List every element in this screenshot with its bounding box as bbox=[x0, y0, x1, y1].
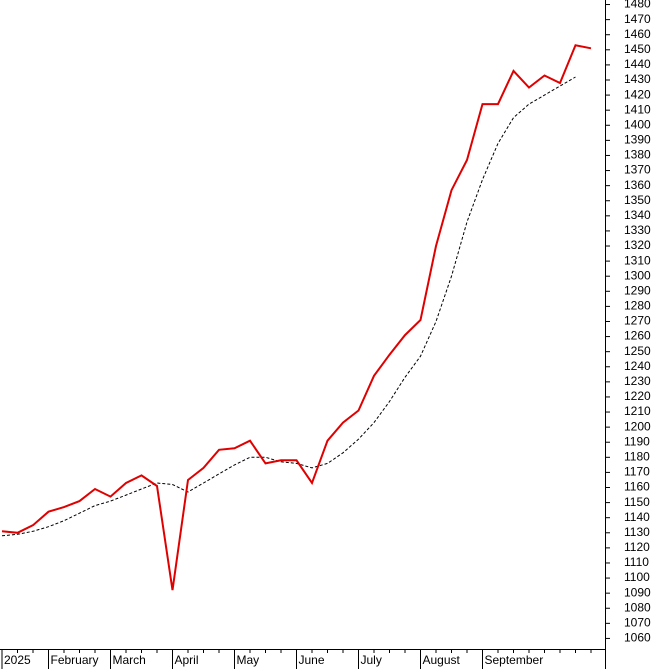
y-tick-label: 1230 bbox=[624, 374, 651, 388]
y-tick-label: 1310 bbox=[624, 253, 651, 267]
y-tick-label: 1080 bbox=[624, 600, 651, 614]
y-tick-label: 1140 bbox=[624, 510, 650, 524]
x-tick-label: March bbox=[113, 653, 146, 667]
y-tick-label: 1390 bbox=[624, 133, 651, 147]
y-tick-label: 1460 bbox=[624, 27, 651, 41]
y-tick-label: 1060 bbox=[624, 631, 651, 645]
y-tick-label: 1280 bbox=[624, 299, 651, 313]
y-tick-label: 1380 bbox=[624, 148, 651, 162]
y-tick-label: 1100 bbox=[624, 570, 650, 584]
x-tick-label: February bbox=[51, 653, 99, 667]
x-tick-label: April bbox=[175, 653, 199, 667]
y-tick-label: 1480 bbox=[624, 0, 651, 11]
y-tick-label: 1300 bbox=[624, 268, 651, 282]
y-tick-label: 1180 bbox=[624, 449, 650, 463]
x-tick-label: 2025 bbox=[4, 653, 31, 667]
y-tick-label: 1110 bbox=[624, 555, 649, 569]
x-tick-label: May bbox=[237, 653, 260, 667]
y-tick-label: 1400 bbox=[624, 117, 651, 131]
y-tick-label: 1470 bbox=[624, 12, 651, 26]
y-tick-label: 1440 bbox=[624, 57, 651, 71]
x-tick-label: August bbox=[423, 653, 461, 667]
x-tick-label: June bbox=[299, 653, 325, 667]
y-tick-label: 1190 bbox=[624, 434, 650, 448]
price-line bbox=[1, 44, 592, 591]
y-tick-label: 1330 bbox=[624, 223, 651, 237]
y-tick-label: 1240 bbox=[624, 359, 651, 373]
y-tick-label: 1090 bbox=[624, 585, 651, 599]
y-tick-label: 1290 bbox=[624, 283, 651, 297]
y-tick-label: 1070 bbox=[624, 616, 651, 630]
y-tick-label: 1150 bbox=[624, 495, 650, 509]
y-tick-label: 1430 bbox=[624, 72, 651, 86]
y-tick-label: 1210 bbox=[624, 404, 651, 418]
y-tick-label: 1420 bbox=[624, 87, 651, 101]
y-tick-label: 1450 bbox=[624, 42, 651, 56]
x-tick-label: September bbox=[485, 653, 544, 667]
y-tick-label: 1320 bbox=[624, 238, 651, 252]
y-tick-label: 1350 bbox=[624, 193, 651, 207]
y-tick-label: 1370 bbox=[624, 163, 651, 177]
y-tick-label: 1260 bbox=[624, 329, 651, 343]
x-tick-label: July bbox=[361, 653, 382, 667]
y-tick-label: 1120 bbox=[624, 540, 650, 554]
y-tick-label: 1270 bbox=[624, 314, 651, 328]
y-tick-label: 1340 bbox=[624, 208, 651, 222]
y-tick-label: 1250 bbox=[624, 344, 651, 358]
y-tick-label: 1220 bbox=[624, 389, 651, 403]
y-tick-label: 1170 bbox=[624, 465, 650, 479]
y-tick-label: 1130 bbox=[624, 525, 650, 539]
y-tick-label: 1200 bbox=[624, 419, 651, 433]
y-tick-label: 1360 bbox=[624, 178, 651, 192]
price-line bbox=[1, 76, 576, 537]
y-tick-label: 1160 bbox=[624, 480, 650, 494]
y-tick-label: 1410 bbox=[624, 102, 651, 116]
